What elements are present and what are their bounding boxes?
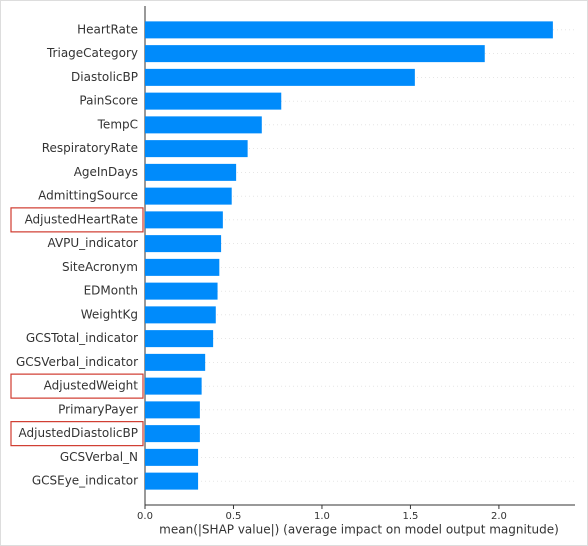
y-tick-label: RespiratoryRate [42, 141, 138, 155]
x-tick-label: 0.0 [137, 511, 153, 522]
bar [145, 472, 199, 490]
highlight-box [10, 421, 144, 447]
y-tick-label: GCSVerbal_N [60, 450, 138, 464]
bar [145, 163, 237, 181]
bar [145, 306, 216, 324]
y-tick-label: PainScore [79, 94, 138, 108]
highlight-box [10, 207, 144, 233]
bar [145, 377, 202, 395]
y-tick-label: GCSTotal_indicator [26, 331, 138, 345]
bar [145, 258, 220, 276]
x-tick-label: 0.5 [226, 511, 242, 522]
y-tick-label: GCSVerbal_indicator [16, 355, 138, 369]
bar [145, 425, 200, 443]
y-tick-label: WeightKg [81, 307, 138, 321]
y-tick-label: AdjustedDiastolicBP [19, 426, 138, 440]
y-tick-label: SiteAcronym [62, 260, 138, 274]
y-tick-label: AdmittingSource [38, 189, 138, 203]
highlight-box [10, 373, 144, 399]
y-tick-label: DiastolicBP [71, 70, 138, 84]
y-tick-label: AdjustedHeartRate [25, 212, 138, 226]
bar [145, 401, 200, 419]
bar [145, 116, 262, 134]
bar [145, 282, 218, 300]
y-tick-label: AVPU_indicator [48, 236, 139, 250]
bar [145, 448, 199, 466]
bar [145, 211, 223, 229]
bar [145, 330, 214, 348]
y-tick-label: EDMonth [84, 284, 138, 298]
y-tick-label: AgeInDays [74, 165, 138, 179]
y-tick-label: HeartRate [77, 22, 138, 36]
x-axis-label: mean(|SHAP value|) (average impact on mo… [159, 523, 559, 537]
x-tick-label: 1.5 [402, 511, 418, 522]
y-tick-label: TempC [97, 117, 138, 131]
bar [145, 21, 553, 39]
bar [145, 353, 206, 371]
bar [145, 140, 248, 158]
bar [145, 187, 232, 205]
y-tick-label: PrimaryPayer [58, 402, 138, 416]
x-tick-label: 1.0 [314, 511, 330, 522]
bar [145, 68, 415, 86]
bar [145, 235, 222, 253]
x-tick-label: 2.0 [491, 511, 507, 522]
bar [145, 45, 485, 63]
y-tick-label: TriageCategory [46, 46, 138, 60]
y-tick-label: AdjustedWeight [44, 379, 139, 393]
y-tick-label: GCSEye_indicator [32, 474, 138, 488]
bar [145, 92, 282, 110]
